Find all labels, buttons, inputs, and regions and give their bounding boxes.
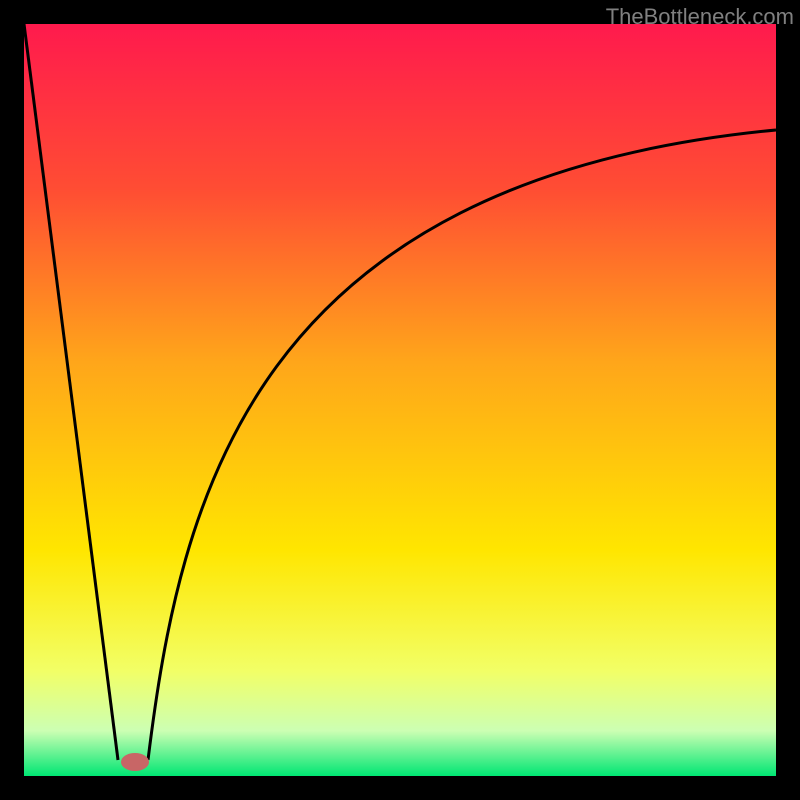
curves-layer bbox=[0, 0, 800, 800]
min-marker bbox=[121, 753, 149, 771]
right-curve bbox=[148, 130, 776, 760]
left-line bbox=[24, 24, 118, 760]
chart-container: TheBottleneck.com bbox=[0, 0, 800, 800]
